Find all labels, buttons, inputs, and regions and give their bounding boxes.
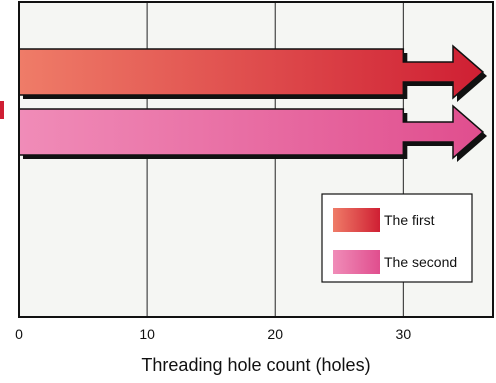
left-edge-marker bbox=[0, 101, 4, 119]
x-tick-label-30: 30 bbox=[396, 326, 412, 342]
bars bbox=[0, 44, 487, 162]
plot-frame bbox=[18, 1, 494, 318]
bar-1 bbox=[18, 44, 485, 100]
legend-swatch-first bbox=[333, 208, 380, 232]
x-tick-label-0: 0 bbox=[15, 326, 23, 342]
legend-swatch-second bbox=[333, 250, 380, 274]
bar-2 bbox=[18, 104, 485, 160]
x-tick-label-10: 10 bbox=[139, 326, 155, 342]
x-axis-ticks: 0 10 20 30 bbox=[15, 326, 411, 342]
legend: The first The second bbox=[321, 193, 473, 283]
x-tick-label-20: 20 bbox=[267, 326, 283, 342]
legend-label-first: The first bbox=[384, 212, 435, 228]
x-axis-title: Threading hole count (holes) bbox=[141, 355, 370, 375]
legend-label-second: The second bbox=[384, 254, 457, 270]
